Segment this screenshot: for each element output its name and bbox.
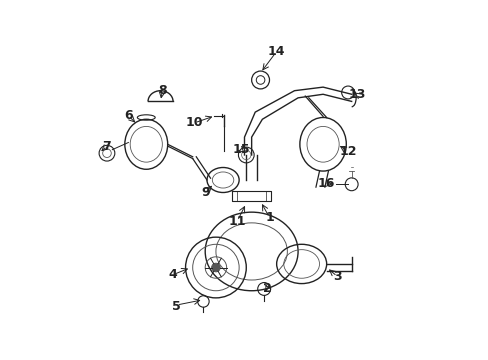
Text: 13: 13 <box>347 88 365 101</box>
Text: 14: 14 <box>267 45 285 58</box>
Text: 15: 15 <box>232 143 249 156</box>
Text: 8: 8 <box>158 84 166 97</box>
Text: 1: 1 <box>264 211 273 224</box>
Text: 9: 9 <box>201 186 209 199</box>
Text: 2: 2 <box>263 283 271 296</box>
Text: 10: 10 <box>185 116 203 129</box>
Text: 5: 5 <box>172 300 181 313</box>
Text: 11: 11 <box>228 215 245 228</box>
Text: 3: 3 <box>332 270 341 283</box>
Text: 7: 7 <box>102 140 111 153</box>
Text: 12: 12 <box>339 145 356 158</box>
Text: 4: 4 <box>168 268 177 281</box>
Text: 6: 6 <box>124 109 132 122</box>
Circle shape <box>211 263 220 272</box>
Text: 16: 16 <box>317 177 335 190</box>
